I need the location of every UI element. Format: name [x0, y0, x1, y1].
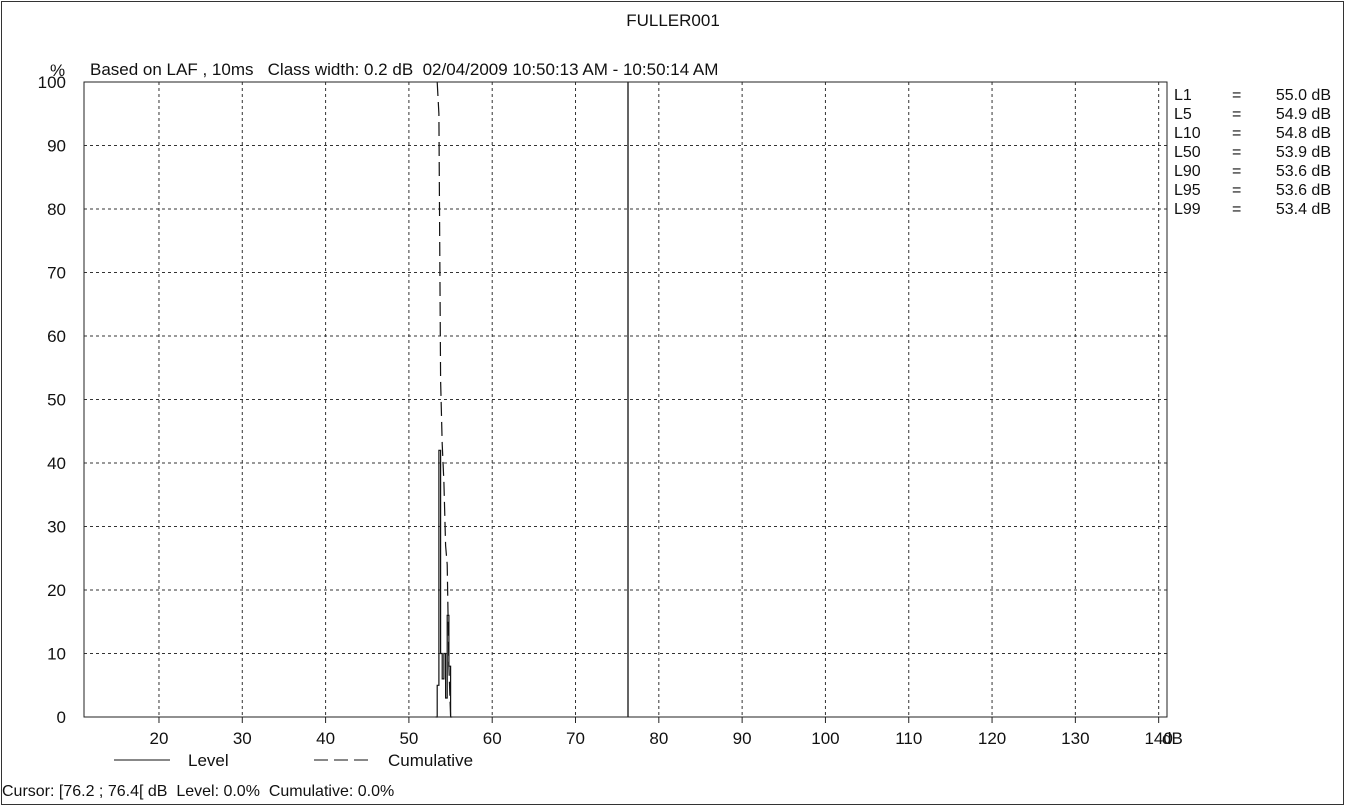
plot-area-border — [83, 81, 1168, 718]
y-tick-label: 100 — [38, 73, 66, 92]
y-tick-label: 20 — [47, 581, 66, 600]
grid-layer — [84, 82, 1167, 717]
chart-title: FULLER001 — [626, 11, 720, 30]
statistics-panel: L1 = 55.0 dB L5 = 54.9 dB L10 = 54.8 dB L50 = 53.9 … — [1174, 87, 1331, 218]
series-line-level — [435, 449, 453, 718]
chart-subtitle: Based on LAF , 10ms Class width: 0.2 dB … — [90, 60, 718, 79]
stat-equals: = — [1232, 144, 1241, 161]
axis-layer — [83, 81, 1168, 723]
y-tick-label: 60 — [47, 327, 66, 346]
y-tick-label: 70 — [47, 264, 66, 283]
stat-label: L90 — [1174, 163, 1201, 180]
series-line-cumulative — [436, 81, 453, 718]
stat-equals: = — [1232, 182, 1241, 199]
y-tick-label: 40 — [47, 454, 66, 473]
plot-layer — [435, 81, 629, 718]
stat-value: 53.6 dB — [1276, 163, 1331, 180]
y-tick-label: 0 — [57, 708, 66, 727]
stat-value: 54.9 dB — [1276, 106, 1331, 123]
stat-equals: = — [1232, 163, 1241, 180]
cursor-readout: Cursor: [76.2 ; 76.4[ dB Level: 0.0% Cum… — [2, 783, 394, 800]
stat-label: L1 — [1174, 87, 1192, 104]
stat-value: 53.9 dB — [1276, 144, 1331, 161]
x-tick-label: 130 — [1061, 729, 1089, 748]
x-tick-label: 50 — [399, 729, 418, 748]
x-tick-label: 60 — [483, 729, 502, 748]
stat-value: 53.4 dB — [1276, 201, 1331, 218]
stat-equals: = — [1232, 87, 1241, 104]
x-tick-label: 110 — [895, 729, 922, 748]
x-tick-label: 100 — [811, 729, 839, 748]
x-tick-label: 40 — [316, 729, 335, 748]
x-tick-label: 120 — [978, 729, 1006, 748]
stat-label: L50 — [1174, 144, 1201, 161]
legend-label-level: Level — [188, 751, 229, 770]
x-tick-label: 20 — [150, 729, 169, 748]
y-tick-label: 50 — [47, 391, 66, 410]
y-tick-label: 80 — [47, 200, 66, 219]
x-tick-label: 70 — [566, 729, 585, 748]
stat-equals: = — [1232, 106, 1241, 123]
stat-value: 55.0 dB — [1276, 87, 1331, 104]
stat-value: 54.8 dB — [1276, 125, 1331, 142]
legend: Level Cumulative — [114, 751, 473, 770]
y-tick-label: 90 — [47, 137, 66, 156]
stat-label: L99 — [1174, 201, 1201, 218]
stat-value: 53.6 dB — [1276, 182, 1331, 199]
stat-label: L95 — [1174, 182, 1201, 199]
stat-equals: = — [1232, 125, 1241, 142]
legend-label-cumulative: Cumulative — [388, 751, 473, 770]
stat-label: L5 — [1174, 106, 1192, 123]
x-tick-label: 140 — [1144, 729, 1172, 748]
x-tick-label: 90 — [733, 729, 752, 748]
x-axis-unit-label: dB — [1162, 729, 1183, 748]
y-tick-label: 30 — [47, 518, 66, 537]
y-axis-unit-label: % — [50, 61, 65, 80]
tick-label-layer: 0 10 20 30 40 50 60 70 80 90 100 20 30 40 50 60 70 80 90 10… — [38, 73, 1183, 748]
x-tick-label: 30 — [233, 729, 252, 748]
x-tick-label: 80 — [649, 729, 668, 748]
stat-equals: = — [1232, 201, 1241, 218]
stat-label: L10 — [1174, 125, 1201, 142]
y-tick-label: 10 — [47, 645, 66, 664]
